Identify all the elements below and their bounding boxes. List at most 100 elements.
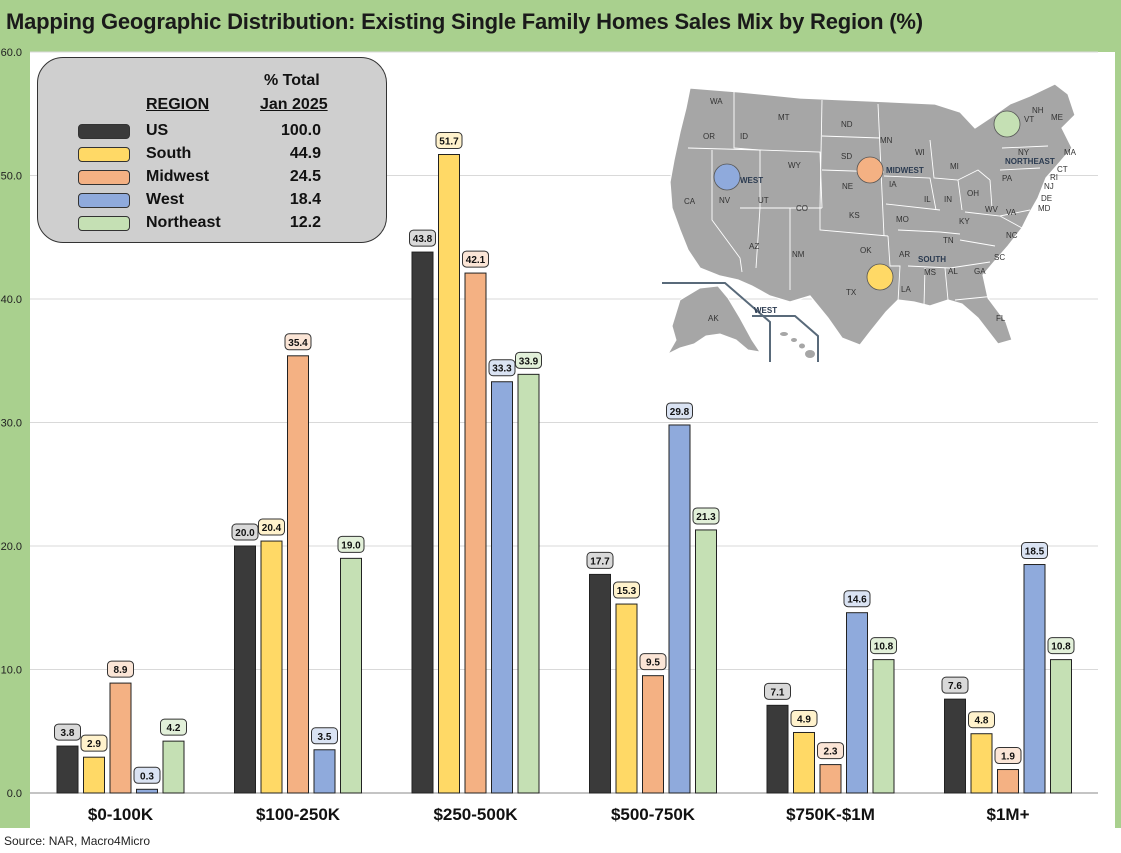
data-label: 33.9 [519, 356, 539, 367]
y-tick-label: 50.0 [1, 171, 22, 183]
svg-text:MA: MA [1064, 148, 1077, 157]
x-category-label: $0-100K [88, 805, 154, 824]
y-tick-label: 10.0 [1, 665, 22, 677]
svg-text:AZ: AZ [749, 242, 759, 251]
svg-text:OR: OR [703, 132, 715, 141]
svg-text:CO: CO [796, 204, 808, 213]
y-tick-label: 40.0 [1, 294, 22, 306]
data-label-box [488, 359, 516, 377]
chart-title: Mapping Geographic Distribution: Existin… [6, 9, 923, 34]
bar-us [589, 573, 611, 794]
data-label-box [107, 660, 134, 678]
data-label-box [692, 507, 720, 525]
data-label: 4.9 [797, 714, 811, 725]
bar-northeast [695, 529, 717, 794]
svg-text:KY: KY [959, 217, 970, 226]
legend-value: 18.4 [289, 191, 321, 208]
data-label: 9.5 [646, 658, 660, 669]
bar-us [944, 698, 966, 794]
data-label: 33.3 [492, 364, 512, 375]
data-label-box [613, 581, 640, 599]
svg-text:NH: NH [1032, 106, 1044, 115]
svg-text:MIDWEST: MIDWEST [886, 166, 924, 175]
data-label: 20.0 [235, 528, 255, 539]
data-label: 1.9 [1001, 752, 1015, 763]
svg-text:UT: UT [758, 196, 769, 205]
legend-value: 12.2 [289, 214, 321, 231]
data-label-box [666, 402, 693, 420]
data-label: 4.8 [975, 716, 989, 727]
us-map-outline [669, 83, 1076, 346]
y-axis-ticks: 0.0 10.0 20.0 30.0 40.0 50.0 60.0 [1, 47, 22, 800]
bar-us [56, 745, 79, 794]
legend-swatch-northeast [78, 216, 130, 231]
y-tick-label: 60.0 [1, 47, 22, 59]
data-label: 7.1 [771, 687, 785, 698]
bar-northeast [1050, 659, 1072, 794]
svg-text:WV: WV [985, 205, 999, 214]
data-label-box [258, 518, 285, 536]
bars [56, 154, 1072, 794]
source-note: Source: NAR, Macro4Micro [4, 834, 151, 848]
data-label-box [968, 711, 995, 729]
svg-text:SOUTH: SOUTH [918, 255, 946, 264]
bar-west [136, 788, 158, 794]
svg-text:OK: OK [860, 246, 872, 255]
data-label: 8.9 [114, 665, 128, 676]
bar-us [234, 545, 256, 794]
svg-text:ME: ME [1051, 113, 1063, 122]
svg-text:KS: KS [849, 211, 860, 220]
south-region-marker [866, 263, 894, 291]
x-category-label: $100-250K [256, 805, 341, 824]
svg-text:NJ: NJ [1044, 182, 1054, 191]
legend: % Total REGION Jan 2025 US 100.0 South 44.9… [37, 57, 387, 243]
svg-text:WEST: WEST [754, 306, 777, 315]
alaska-shape [666, 285, 762, 356]
bar-northeast [340, 557, 362, 794]
legend-name: Northeast [146, 214, 221, 231]
svg-text:VT: VT [1024, 115, 1034, 124]
data-label-box [160, 718, 187, 736]
data-label: 2.9 [87, 739, 101, 750]
x-category-label: $500-750K [611, 805, 696, 824]
data-label-box [462, 250, 489, 268]
data-label: 19.0 [341, 540, 361, 551]
data-label: 14.6 [847, 595, 867, 606]
svg-text:RI: RI [1050, 173, 1058, 182]
svg-text:NORTHEAST: NORTHEAST [1005, 157, 1055, 166]
svg-text:TN: TN [943, 236, 954, 245]
svg-text:MO: MO [896, 215, 909, 224]
svg-text:PA: PA [1002, 174, 1013, 183]
legend-swatch-west [78, 193, 130, 208]
svg-text:CA: CA [684, 197, 696, 206]
svg-text:ND: ND [841, 120, 853, 129]
bar-us [766, 704, 789, 794]
legend-name: South [146, 145, 192, 162]
bar-northeast [517, 373, 540, 794]
svg-text:MD: MD [1038, 204, 1051, 213]
bar-midwest [109, 682, 132, 794]
data-label: 51.7 [439, 137, 459, 148]
svg-text:OH: OH [967, 189, 979, 198]
x-category-label: $250-500K [433, 805, 518, 824]
midwest-region-marker [856, 156, 884, 184]
x-axis-categories: $0-100K $100-250K $250-500K $500-750K $750K-… [88, 805, 1030, 824]
hawaii-shape [780, 332, 815, 358]
us-map: WA OR ID MT WY CA NV UT CO AZ NM ND SD N… [662, 83, 1077, 362]
svg-text:SD: SD [841, 152, 852, 161]
data-label: 4.2 [167, 723, 181, 734]
legend-region-header: REGION [146, 96, 210, 113]
legend-total-header-2: Jan 2025 [260, 96, 328, 113]
x-category-label: $750K-$1M [786, 805, 875, 824]
svg-text:NM: NM [792, 250, 805, 259]
data-label-box [409, 229, 436, 247]
northeast-region-marker [993, 110, 1021, 138]
legend-name: West [146, 191, 184, 208]
bar-south [970, 733, 993, 794]
data-label: 7.6 [948, 681, 962, 692]
bar-south [793, 731, 815, 794]
data-label-box [515, 351, 542, 369]
data-label: 20.4 [262, 523, 282, 534]
svg-text:NC: NC [1006, 231, 1018, 240]
data-label: 2.3 [824, 747, 838, 758]
